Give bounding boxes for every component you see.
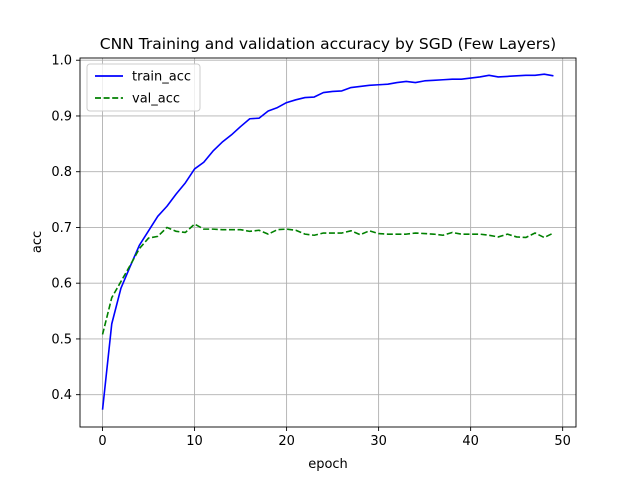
y-tick-label: 0.5 xyxy=(51,332,72,347)
series-line-train-acc xyxy=(101,73,554,410)
y-tick-label: 0.9 xyxy=(51,109,72,124)
x-tick-label: 10 xyxy=(186,434,203,449)
legend-label-train-acc: train_acc xyxy=(132,70,191,85)
chart-title: CNN Training and validation accuracy by … xyxy=(100,35,556,53)
plot-frame xyxy=(79,57,577,428)
x-tick-label: 0 xyxy=(98,434,106,449)
series-lines xyxy=(101,73,554,410)
x-tick-label: 50 xyxy=(554,434,571,449)
series-line-val-acc xyxy=(101,223,554,335)
y-tick-label: 0.8 xyxy=(51,165,72,180)
y-tick-label: 1.0 xyxy=(51,54,72,69)
y-tick-label: 0.7 xyxy=(51,221,72,236)
legend-label-val-acc: val_acc xyxy=(132,92,180,107)
legend: train_acc val_acc xyxy=(86,63,201,112)
axis-ticks: 0 10 20 30 40 50 0.4 0.5 0.6 0.7 0.8 0.9 1.0 xyxy=(51,54,571,449)
y-axis-label: acc xyxy=(30,231,45,253)
grid xyxy=(80,58,576,427)
x-tick-label: 40 xyxy=(462,434,479,449)
y-tick-label: 0.4 xyxy=(51,388,72,403)
x-tick-label: 30 xyxy=(370,434,387,449)
x-tick-label: 20 xyxy=(278,434,295,449)
y-tick-label: 0.6 xyxy=(51,277,72,292)
x-axis-label: epoch xyxy=(308,457,348,472)
